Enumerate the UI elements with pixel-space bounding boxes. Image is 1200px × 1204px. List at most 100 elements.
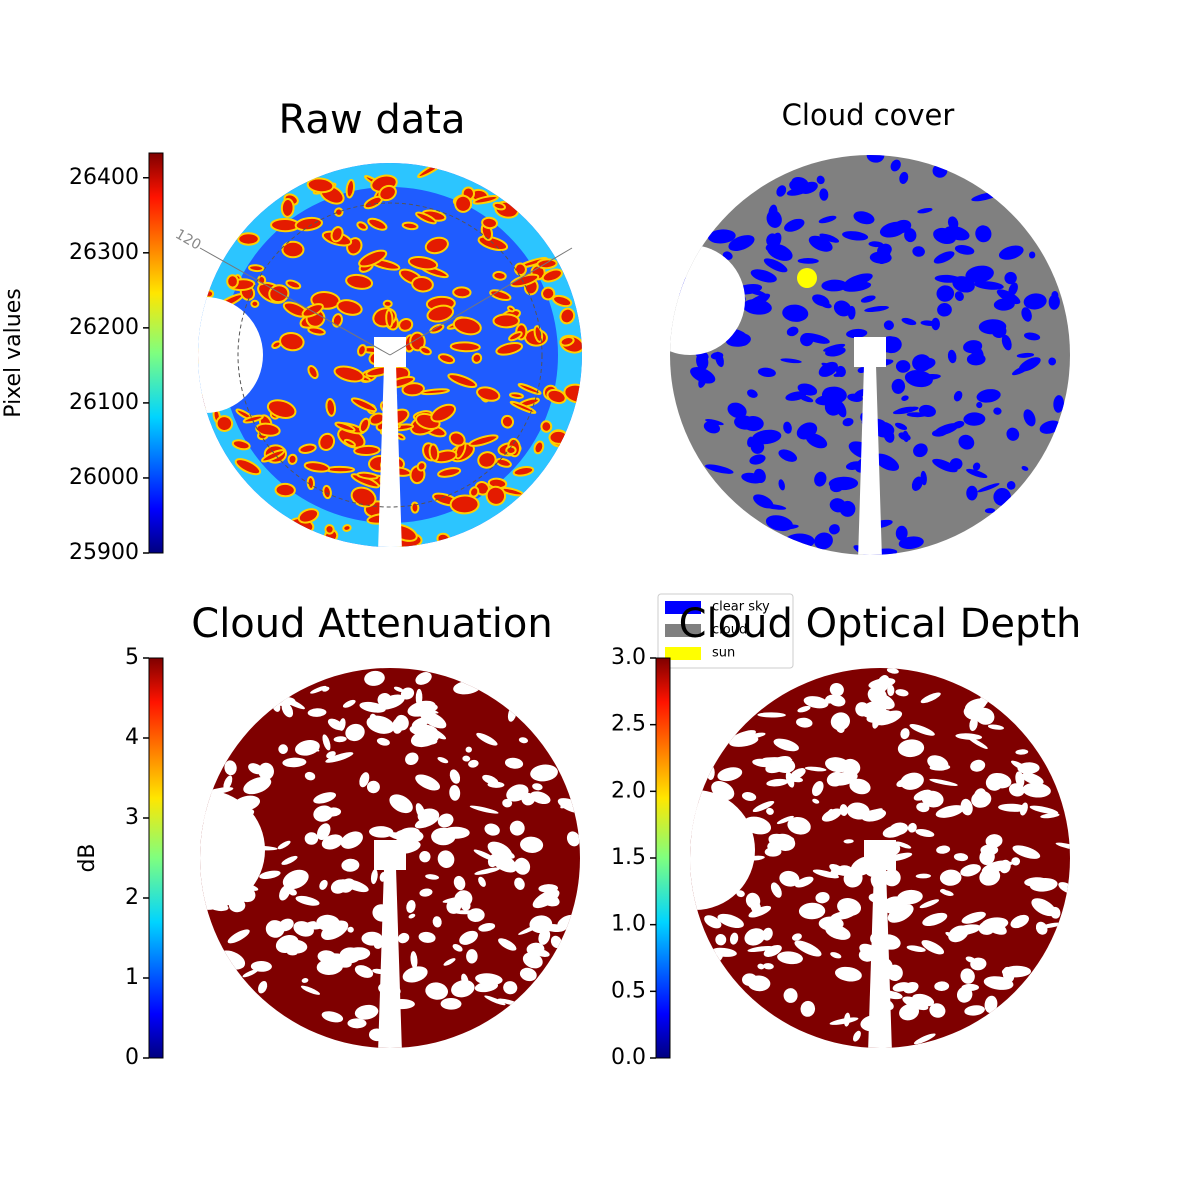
image-blob xyxy=(498,938,517,951)
image-blob xyxy=(477,451,497,469)
image-blob xyxy=(471,352,483,364)
image-blob xyxy=(1006,427,1020,441)
colorbar-tick-label: 26000 xyxy=(69,465,139,490)
image-blob xyxy=(336,299,363,316)
image-blob xyxy=(449,494,480,515)
image-blob xyxy=(744,928,766,946)
image-blob xyxy=(278,744,288,754)
image-blob xyxy=(330,226,344,243)
image-blob xyxy=(250,299,260,308)
image-blob xyxy=(468,759,479,768)
grid-ray xyxy=(199,247,391,356)
image-blob xyxy=(920,692,941,704)
image-blob xyxy=(281,240,305,259)
image-blob xyxy=(757,963,765,970)
image-blob xyxy=(874,453,900,471)
image-blob xyxy=(385,309,394,329)
image-blob xyxy=(984,995,998,1014)
colorbar xyxy=(148,657,164,1059)
image-blob xyxy=(919,899,940,909)
image-blob xyxy=(913,443,928,458)
image-blob xyxy=(856,865,865,878)
image-blob xyxy=(940,888,947,894)
image-blob xyxy=(293,921,314,937)
image-blob xyxy=(976,389,1001,403)
image-blob xyxy=(974,281,1004,290)
image-blob xyxy=(911,476,923,491)
image-blob xyxy=(932,458,958,473)
image-blob xyxy=(258,980,268,994)
colorbar-tick-label: 25900 xyxy=(69,540,139,565)
colorbar-tick-label: 5 xyxy=(125,645,139,670)
image-blob xyxy=(747,975,771,992)
image-blob xyxy=(705,464,734,474)
image-blob xyxy=(325,465,356,474)
image-blob xyxy=(834,966,862,982)
image-blob xyxy=(780,358,802,364)
image-blob xyxy=(960,864,981,877)
image-blob xyxy=(297,508,320,524)
image-blob xyxy=(506,784,529,802)
image-blob xyxy=(350,486,377,508)
image-blob xyxy=(520,836,544,853)
image-blob xyxy=(931,317,940,331)
image-blob xyxy=(747,389,758,398)
image-mask xyxy=(864,840,896,870)
image-blob xyxy=(282,757,307,768)
image-blob xyxy=(1010,914,1029,929)
image-blob xyxy=(234,458,262,476)
image-blob xyxy=(322,734,331,751)
image-blob xyxy=(226,274,239,289)
image-blob xyxy=(484,823,500,836)
image-blob xyxy=(509,400,537,414)
image-blob xyxy=(952,420,965,429)
image-blob xyxy=(425,874,440,880)
image-blob xyxy=(825,346,846,357)
image-blob xyxy=(341,858,360,872)
image-blob xyxy=(966,468,988,478)
image-blob xyxy=(356,471,379,480)
image-blob xyxy=(224,760,237,776)
image-blob xyxy=(336,879,353,893)
image-blob xyxy=(768,833,793,850)
image-blob xyxy=(812,780,824,797)
image-blob xyxy=(509,820,525,836)
image-blob xyxy=(326,751,336,759)
image-blob xyxy=(563,383,582,404)
image-blob xyxy=(242,414,264,424)
image-blob xyxy=(797,705,811,713)
image-blob xyxy=(717,767,743,782)
image-blob xyxy=(765,756,792,774)
image-blob xyxy=(321,1011,344,1023)
image-mask xyxy=(198,297,263,413)
image-blob xyxy=(474,867,501,875)
legend-swatch xyxy=(665,601,701,614)
image-blob xyxy=(742,416,764,432)
image-blob xyxy=(935,805,965,818)
image-blob xyxy=(839,804,848,816)
image-mask xyxy=(378,365,402,547)
image-blob xyxy=(960,798,973,816)
image-blob xyxy=(729,932,739,945)
image-blob xyxy=(929,1003,946,1018)
colorbar-label: dB xyxy=(75,843,100,872)
image-blob xyxy=(359,772,370,788)
image-blob xyxy=(800,1000,816,1017)
image-blob xyxy=(1055,842,1070,850)
image-blob xyxy=(449,341,481,353)
image-blob xyxy=(334,207,344,217)
image-blob xyxy=(540,420,553,433)
image-blob xyxy=(784,533,815,549)
image-blob xyxy=(541,268,563,283)
image-blob xyxy=(698,372,708,388)
image-blob xyxy=(866,808,883,817)
image-blob xyxy=(437,757,449,764)
image-blob xyxy=(777,951,803,965)
image-blob xyxy=(366,780,380,794)
image-blob xyxy=(896,778,909,788)
colorbar-tick-label: 26100 xyxy=(69,390,139,415)
image-blob xyxy=(895,841,912,849)
image-blob xyxy=(432,916,442,928)
sky-image xyxy=(200,668,580,1048)
image-blob xyxy=(1019,802,1028,816)
